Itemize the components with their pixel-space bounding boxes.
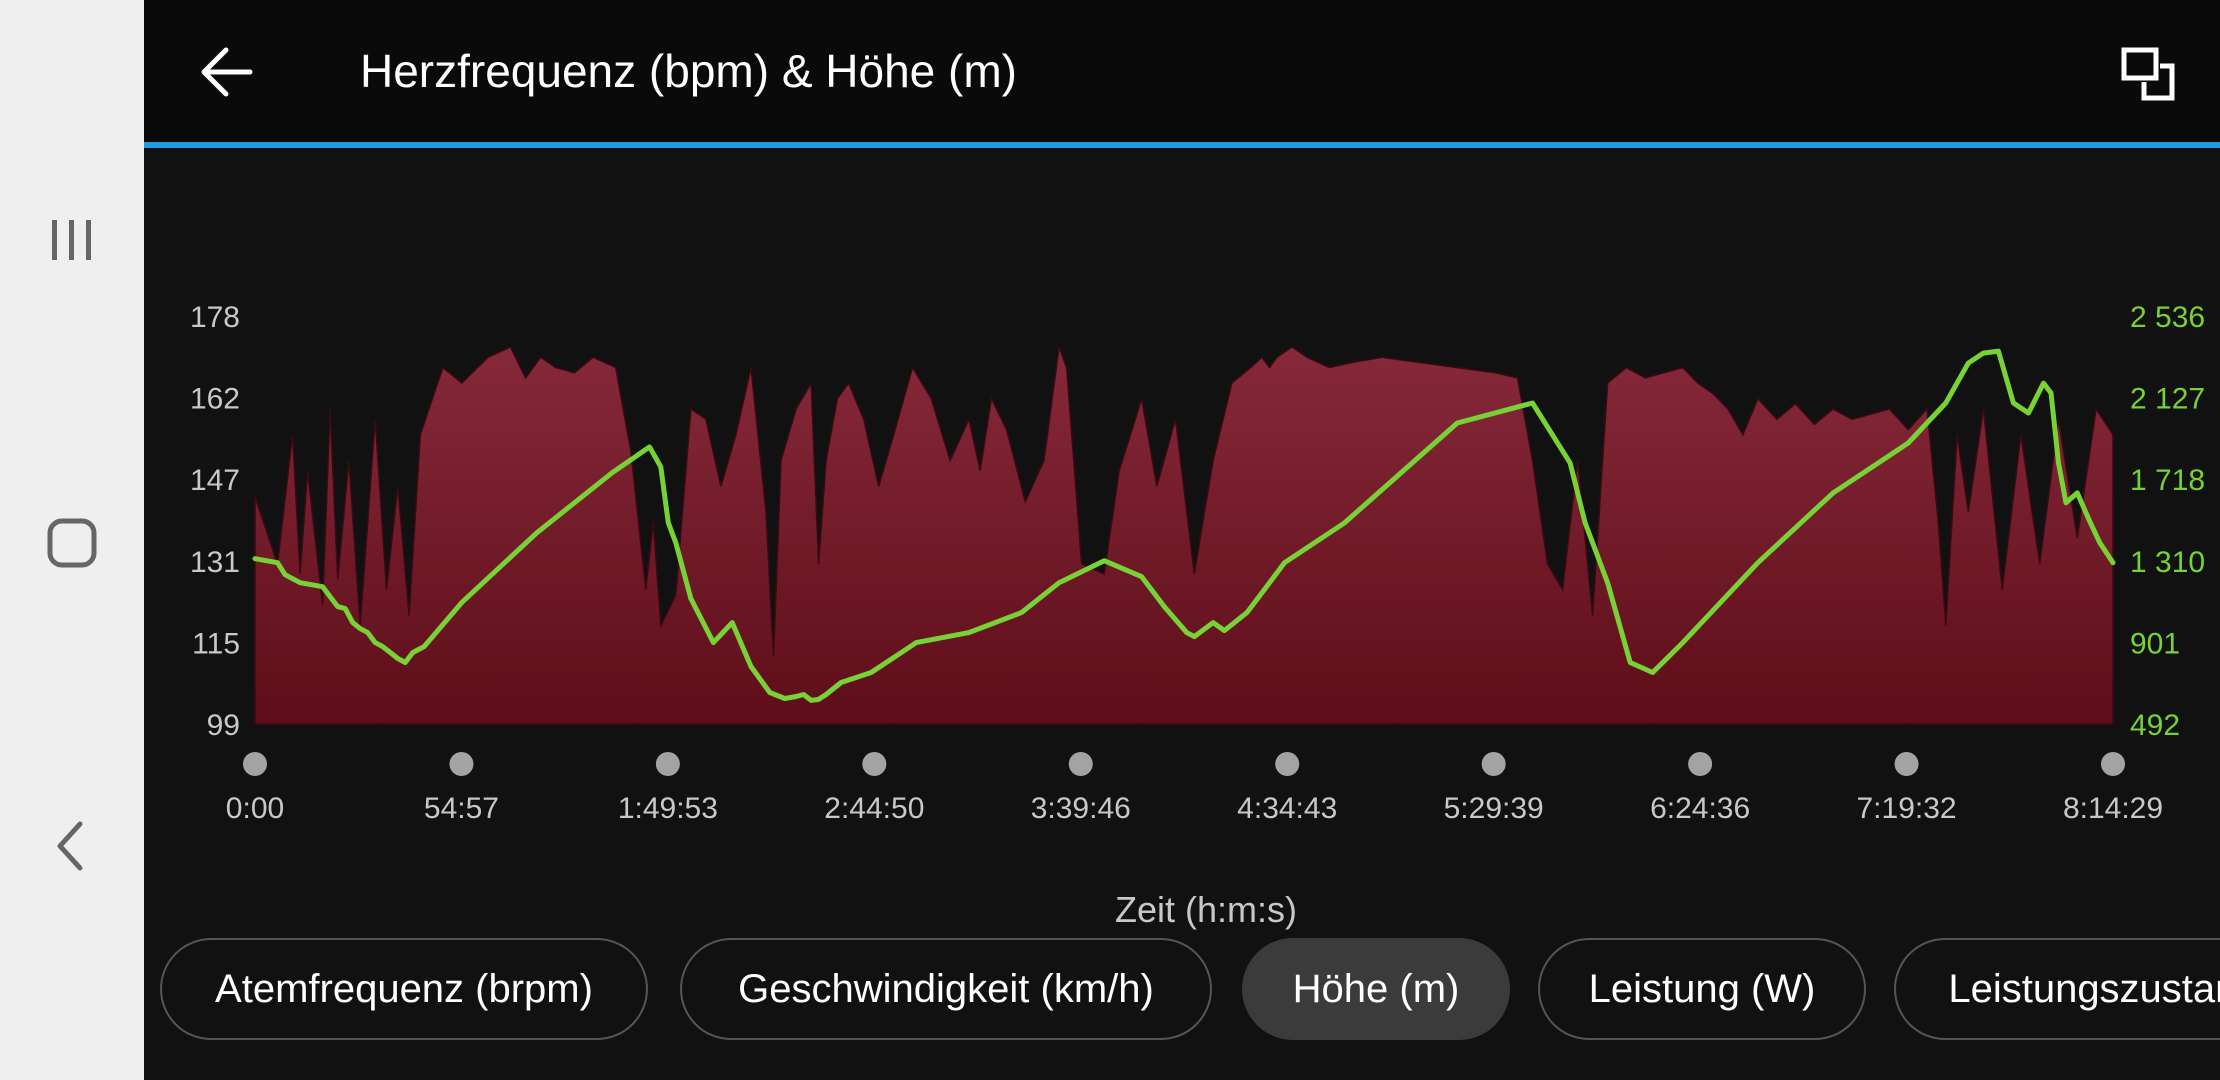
- heart-rate-elevation-chart: 178 162 147 131 115 99 2 536 2 127 1 718 1 310 90…: [190, 301, 2205, 930]
- home-button[interactable]: [32, 503, 112, 583]
- recent-apps-button[interactable]: [32, 200, 112, 280]
- chip-2[interactable]: Höhe (m): [1242, 938, 1510, 1040]
- x-tick-label: 2:44:50: [824, 792, 924, 825]
- y-axis-right: 2 536 2 127 1 718 1 310 901 492: [2130, 301, 2205, 742]
- header-accent-line: [144, 142, 2220, 148]
- system-navigation-bar: [0, 0, 144, 1080]
- x-tick-label: 1:49:53: [618, 792, 718, 825]
- x-tick-label: 54:57: [424, 792, 499, 825]
- y-left-tick-label: 99: [207, 709, 240, 742]
- y-right-tick-label: 492: [2130, 709, 2180, 742]
- page-title: Herzfrequenz (bpm) & Höhe (m): [360, 45, 1017, 97]
- x-tick-dot[interactable]: [655, 752, 680, 776]
- heart-rate-area: [254, 346, 2114, 725]
- recent-apps-icon: [52, 220, 91, 260]
- metric-chip-row[interactable]: Atemfrequenz (brpm) Geschwindigkeit (km/h…: [160, 938, 2220, 1044]
- y-right-tick-label: 2 127: [2130, 383, 2205, 416]
- x-tick-label: 8:14:29: [2063, 792, 2163, 825]
- y-right-tick-label: 2 536: [2130, 301, 2205, 334]
- x-tick-label: 3:39:46: [1031, 792, 1131, 825]
- x-tick-dot[interactable]: [1275, 752, 1300, 776]
- nav-back-button[interactable]: [32, 806, 112, 886]
- x-tick-dot[interactable]: [1481, 752, 1506, 776]
- x-tick-label: 4:34:43: [1237, 792, 1337, 825]
- y-right-tick-label: 1 718: [2130, 464, 2205, 497]
- x-axis-label: Zeit (h:m:s): [1115, 889, 1297, 930]
- fullscreen-button[interactable]: [2116, 42, 2180, 106]
- y-right-tick-label: 901: [2130, 627, 2180, 660]
- x-tick-dot[interactable]: [449, 752, 474, 776]
- fullscreen-toggle-icon: [2121, 47, 2175, 101]
- back-button[interactable]: [192, 36, 264, 108]
- y-axis-left: 178 162 147 131 115 99: [190, 301, 240, 742]
- chip-0[interactable]: Atemfrequenz (brpm): [160, 938, 648, 1040]
- x-axis[interactable]: 0:00 54:57 1:49:53 2:44:50 3:39:46 4:34:43 5:2…: [226, 752, 2163, 825]
- y-left-tick-label: 115: [192, 627, 240, 660]
- x-tick-dot[interactable]: [2101, 752, 2125, 776]
- x-tick-dot[interactable]: [1894, 752, 1919, 776]
- chip-1[interactable]: Geschwindigkeit (km/h): [680, 938, 1212, 1040]
- y-left-tick-label: 162: [190, 383, 240, 416]
- x-tick-dot[interactable]: [1688, 752, 1713, 776]
- x-tick-label: 0:00: [226, 792, 284, 825]
- y-left-tick-label: 147: [190, 464, 240, 497]
- x-tick-dot[interactable]: [243, 752, 267, 776]
- x-tick-label: 7:19:32: [1857, 792, 1957, 825]
- x-tick-dot[interactable]: [862, 752, 887, 776]
- y-left-tick-label: 131: [190, 546, 240, 579]
- chip-3[interactable]: Leistung (W): [1538, 938, 1866, 1040]
- x-tick-dot[interactable]: [1068, 752, 1093, 776]
- y-right-tick-label: 1 310: [2130, 546, 2205, 579]
- heart-rate-series: [254, 346, 2114, 725]
- x-tick-label: 5:29:39: [1444, 792, 1544, 825]
- elevation-series: [252, 348, 2116, 703]
- nav-back-icon: [57, 821, 83, 871]
- app-header: [144, 0, 2220, 142]
- x-tick-label: 6:24:36: [1650, 792, 1750, 825]
- arrow-left-icon: [201, 47, 253, 97]
- chip-4[interactable]: Leistungszustand: [1894, 938, 2220, 1040]
- y-left-tick-label: 178: [190, 301, 240, 334]
- elevation-line: [252, 348, 2116, 703]
- home-icon: [47, 518, 97, 568]
